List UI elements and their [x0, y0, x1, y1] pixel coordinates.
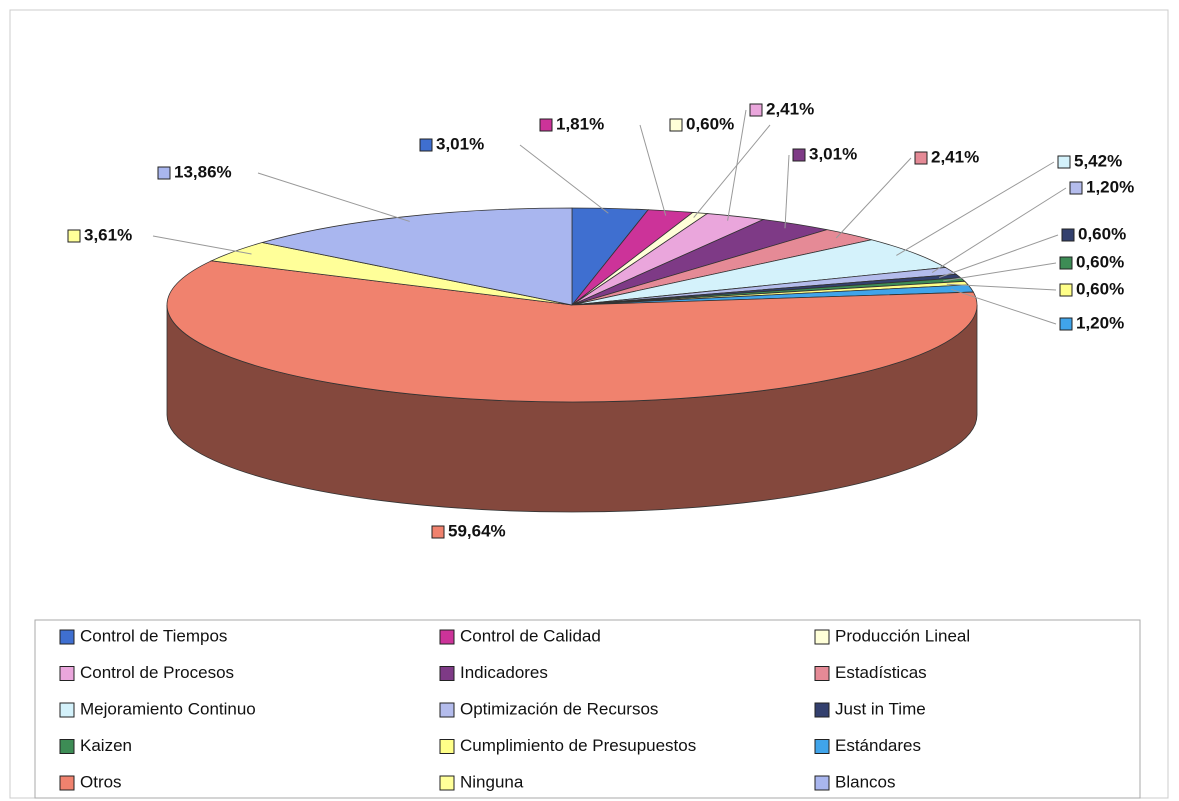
slice — [571, 239, 947, 306]
legend-label: Control de Tiempos — [80, 626, 227, 645]
data-label: 1,20% — [1076, 313, 1124, 332]
legend-label: Optimización de Recursos — [460, 699, 658, 718]
legend-swatch — [439, 666, 455, 681]
leader-line — [152, 235, 252, 255]
slice — [262, 207, 573, 306]
label-swatch — [539, 118, 553, 132]
legend-label: Cumplimiento de Presupuestos — [460, 736, 696, 755]
data-label: 3,01% — [436, 134, 484, 153]
leader-line — [950, 288, 1057, 325]
legend-swatch — [439, 775, 455, 791]
data-label: 0,60% — [1076, 252, 1124, 271]
legend-swatch — [59, 666, 75, 681]
data-label: 1,81% — [556, 114, 604, 133]
leader-line — [727, 109, 747, 221]
legend-label: Control de Calidad — [460, 626, 601, 645]
leader-line — [519, 144, 609, 214]
legend-box — [34, 619, 1141, 799]
legend-label: Estadísticas — [835, 663, 927, 682]
legend-label: Kaizen — [80, 736, 132, 755]
data-label: 5,42% — [1074, 151, 1122, 170]
legend-swatch — [59, 739, 75, 754]
legend-label: Otros — [80, 772, 122, 791]
data-label: 0,60% — [686, 114, 734, 133]
data-label: 2,41% — [931, 147, 979, 166]
label-swatch — [431, 525, 445, 539]
data-label: 3,01% — [809, 144, 857, 163]
label-swatch — [749, 103, 763, 117]
data-label: 2,41% — [766, 99, 814, 118]
data-label: 13,86% — [174, 162, 232, 181]
legend-label: Control de Procesos — [80, 663, 234, 682]
label-swatch — [1069, 181, 1083, 195]
leader-line — [639, 124, 667, 216]
label-swatch — [1061, 228, 1075, 242]
leader-line — [896, 161, 1055, 256]
legend-label: Blancos — [835, 772, 895, 791]
legend-label: Producción Lineal — [835, 626, 970, 645]
legend-label: Mejoramiento Continuo — [80, 699, 256, 718]
legend-swatch — [59, 702, 75, 718]
label-swatch — [157, 166, 171, 180]
label-swatch — [914, 151, 928, 165]
leader-line — [693, 124, 771, 218]
label-swatch — [1059, 256, 1073, 270]
data-label: 1,20% — [1086, 177, 1134, 196]
label-swatch — [1057, 155, 1071, 169]
slice — [166, 260, 978, 403]
legend-swatch — [439, 702, 455, 718]
legend-label: Estándares — [835, 736, 921, 755]
legend-swatch — [439, 739, 455, 754]
legend-swatch — [814, 702, 830, 718]
legend-swatch — [814, 775, 830, 791]
data-label: 59,64% — [448, 521, 506, 540]
legend-swatch — [814, 629, 830, 645]
legend-swatch — [439, 629, 455, 645]
legend-swatch — [59, 629, 75, 645]
legend-label: Ninguna — [460, 772, 524, 791]
leader-line — [257, 172, 410, 222]
label-swatch — [67, 229, 81, 243]
leader-line — [931, 187, 1067, 273]
leader-line — [939, 234, 1059, 278]
data-label: 0,60% — [1078, 224, 1126, 243]
legend-label: Just in Time — [835, 699, 926, 718]
label-swatch — [1059, 283, 1073, 297]
leader-line — [946, 283, 1057, 291]
leader-line — [943, 262, 1057, 282]
legend-swatch — [814, 666, 830, 681]
data-label: 3,61% — [84, 225, 132, 244]
label-swatch — [1059, 317, 1073, 331]
legend-label: Indicadores — [460, 663, 548, 682]
label-swatch — [669, 118, 683, 132]
legend-swatch — [59, 775, 75, 791]
label-swatch — [792, 148, 806, 162]
legend-swatch — [814, 739, 830, 754]
label-swatch — [419, 138, 433, 152]
data-label: 0,60% — [1076, 279, 1124, 298]
leader-line — [784, 154, 790, 229]
leader-line — [835, 157, 912, 239]
